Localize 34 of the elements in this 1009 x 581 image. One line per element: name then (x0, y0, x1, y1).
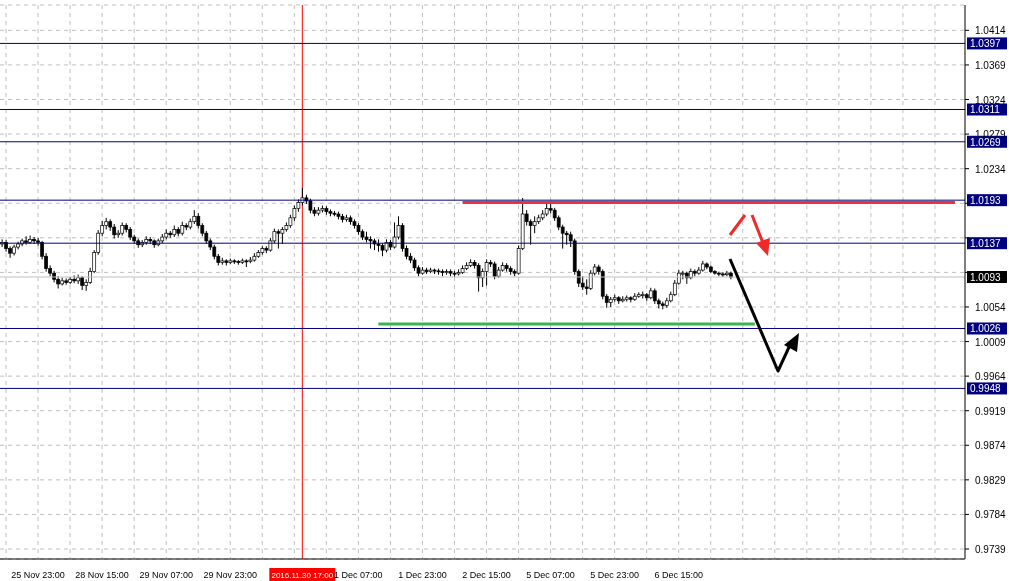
x-tick-label: 2016.11.30 17:00 (271, 571, 334, 580)
x-tick-label: 29 Nov 23:00 (203, 570, 258, 580)
x-tick-label: 5 Dec 23:00 (590, 570, 639, 580)
x-tick-label: 5 Dec 07:00 (526, 570, 575, 580)
y-tick-label: 1.0414 (975, 25, 1007, 37)
y-tick-label: 0.9739 (975, 544, 1007, 556)
x-tick-label: 28 Nov 15:00 (75, 570, 129, 580)
ref-line-label: 1.0193 (970, 195, 1002, 207)
y-tick-label: 1.0324 (975, 94, 1007, 106)
candlestick (725, 270, 729, 277)
ref-line-label: 0.9948 (970, 383, 1002, 395)
candlestick (24, 235, 28, 246)
y-tick-label: 1.0054 (975, 301, 1007, 313)
candlestick (476, 262, 481, 293)
y-tick-label: 1.0234 (975, 163, 1007, 175)
y-tick-label: 0.9829 (975, 474, 1007, 486)
ref-line-label: 1.0311 (970, 104, 1001, 116)
x-tick-label: 2 Dec 15:00 (462, 570, 511, 580)
y-tick-label: 1.0369 (975, 59, 1007, 71)
y-tick-label: 1.0009 (975, 336, 1007, 348)
ref-line-label: 1.0397 (970, 38, 1002, 50)
y-tick-label: 0.9784 (975, 509, 1007, 521)
ref-line-label: 1.0093 (970, 272, 1002, 284)
y-tick-label: 0.9919 (975, 405, 1007, 417)
y-tick-label: 0.9964 (975, 371, 1007, 383)
y-tick-label: 0.9874 (975, 440, 1007, 452)
ref-line-label: 1.0026 (970, 323, 1002, 335)
x-tick-label: 6 Dec 15:00 (654, 570, 703, 580)
x-tick-label: 1 Dec 23:00 (398, 570, 447, 580)
x-tick-label: 29 Nov 07:00 (139, 570, 193, 580)
x-tick-label: 25 Nov 23:00 (11, 570, 65, 580)
ref-line-label: 1.0137 (970, 238, 1002, 250)
x-tick-label: 1 Dec 07:00 (334, 570, 383, 580)
candlestick (484, 258, 489, 286)
